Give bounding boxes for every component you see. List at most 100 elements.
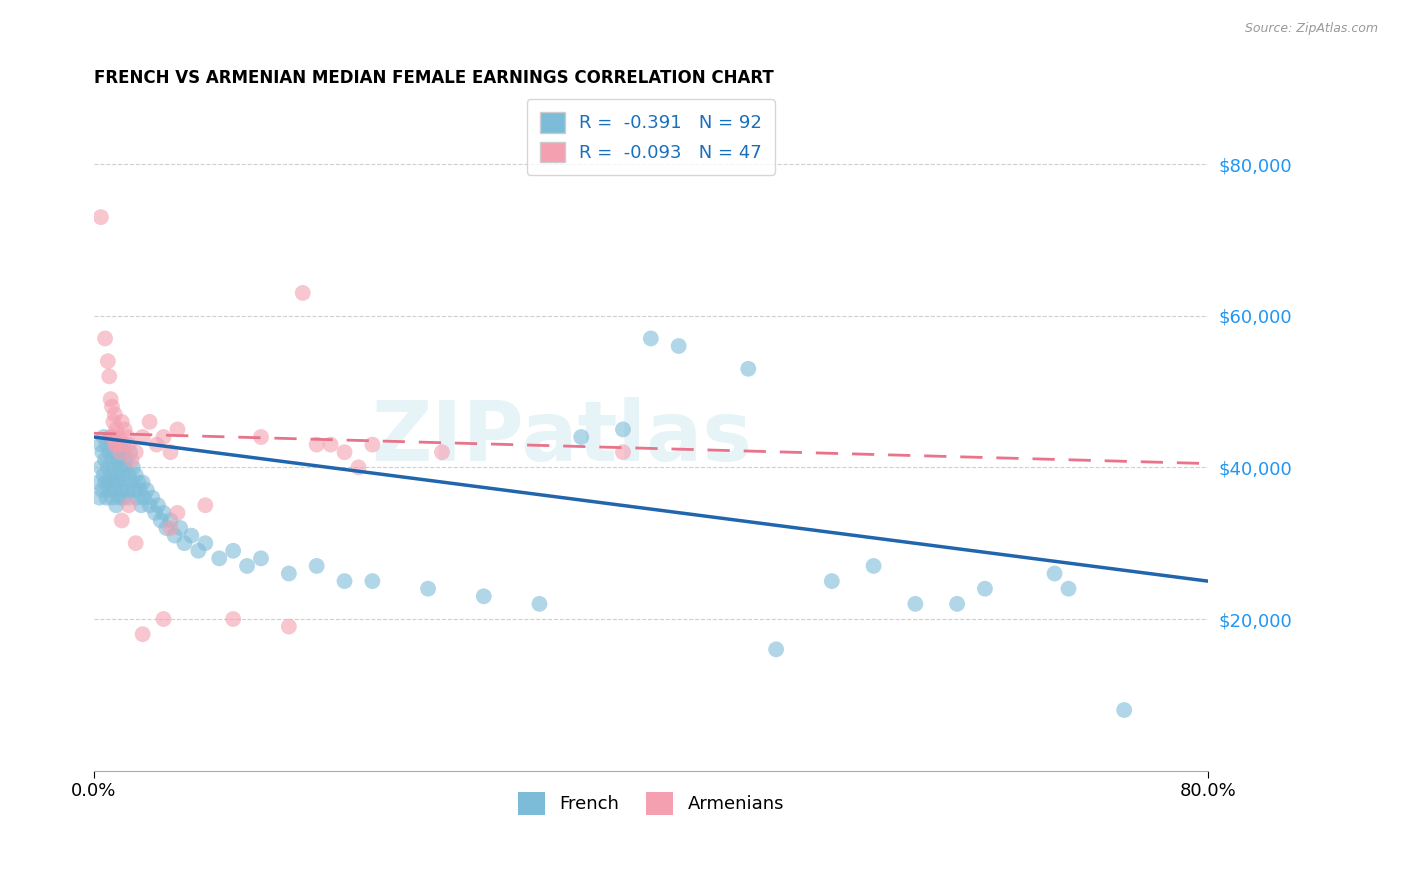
Point <box>100 392 122 406</box>
Point <box>166 422 188 436</box>
Point <box>90 460 112 475</box>
Point <box>98 369 121 384</box>
Legend: French, Armenians: French, Armenians <box>510 785 792 822</box>
Point <box>94 331 117 345</box>
Point <box>103 437 125 451</box>
Point <box>146 498 169 512</box>
Point <box>236 558 259 573</box>
Point <box>100 467 122 482</box>
Point <box>333 445 356 459</box>
Point <box>117 430 139 444</box>
Point <box>89 491 111 505</box>
Point <box>138 415 160 429</box>
Point <box>974 582 997 596</box>
Point <box>127 475 149 490</box>
Point <box>125 445 148 459</box>
Point <box>104 483 127 497</box>
Point <box>104 460 127 475</box>
Point <box>361 437 384 451</box>
Point <box>124 483 146 497</box>
Point <box>107 475 129 490</box>
Point <box>131 627 153 641</box>
Point <box>416 582 439 596</box>
Point <box>118 437 141 451</box>
Point <box>104 407 127 421</box>
Point <box>946 597 969 611</box>
Text: ZIPatlas: ZIPatlas <box>371 397 752 477</box>
Point <box>131 430 153 444</box>
Point <box>105 445 128 459</box>
Point <box>277 619 299 633</box>
Point <box>129 498 152 512</box>
Point <box>149 513 172 527</box>
Point <box>114 475 136 490</box>
Point <box>107 437 129 451</box>
Point <box>132 491 155 505</box>
Point <box>100 430 122 444</box>
Text: FRENCH VS ARMENIAN MEDIAN FEMALE EARNINGS CORRELATION CHART: FRENCH VS ARMENIAN MEDIAN FEMALE EARNING… <box>94 69 773 87</box>
Point <box>122 460 145 475</box>
Point <box>103 430 125 444</box>
Point <box>152 430 174 444</box>
Point <box>103 415 125 429</box>
Point <box>110 437 132 451</box>
Point <box>101 430 124 444</box>
Point <box>112 491 135 505</box>
Point <box>250 430 273 444</box>
Point <box>765 642 787 657</box>
Point <box>319 437 342 451</box>
Point <box>1114 703 1136 717</box>
Point <box>108 452 131 467</box>
Point <box>111 513 134 527</box>
Point <box>640 331 662 345</box>
Point <box>141 491 163 505</box>
Point <box>98 483 121 497</box>
Point <box>166 506 188 520</box>
Point <box>96 491 118 505</box>
Point <box>222 612 245 626</box>
Text: Source: ZipAtlas.com: Source: ZipAtlas.com <box>1244 22 1378 36</box>
Point <box>1043 566 1066 581</box>
Point <box>131 475 153 490</box>
Point <box>118 467 141 482</box>
Point <box>91 445 114 459</box>
Point <box>612 445 634 459</box>
Point <box>125 467 148 482</box>
Point <box>93 467 115 482</box>
Point <box>93 430 115 444</box>
Point <box>159 521 181 535</box>
Point <box>821 574 844 588</box>
Point <box>101 400 124 414</box>
Point <box>108 491 131 505</box>
Point <box>569 430 592 444</box>
Point <box>87 475 110 490</box>
Point <box>152 612 174 626</box>
Point <box>291 285 314 300</box>
Point <box>98 445 121 459</box>
Point <box>347 460 370 475</box>
Point <box>111 467 134 482</box>
Point <box>107 467 129 482</box>
Point <box>169 521 191 535</box>
Point <box>361 574 384 588</box>
Point <box>305 558 328 573</box>
Point <box>104 437 127 451</box>
Point <box>305 437 328 451</box>
Point <box>159 445 181 459</box>
Point <box>97 460 120 475</box>
Point <box>121 452 143 467</box>
Point <box>125 536 148 550</box>
Point <box>101 491 124 505</box>
Point <box>111 483 134 497</box>
Point <box>277 566 299 581</box>
Point <box>128 483 150 497</box>
Point <box>159 513 181 527</box>
Point <box>155 521 177 535</box>
Point <box>194 536 217 550</box>
Point <box>117 483 139 497</box>
Point <box>145 437 167 451</box>
Point <box>118 498 141 512</box>
Point <box>91 483 114 497</box>
Point <box>94 452 117 467</box>
Point <box>112 445 135 459</box>
